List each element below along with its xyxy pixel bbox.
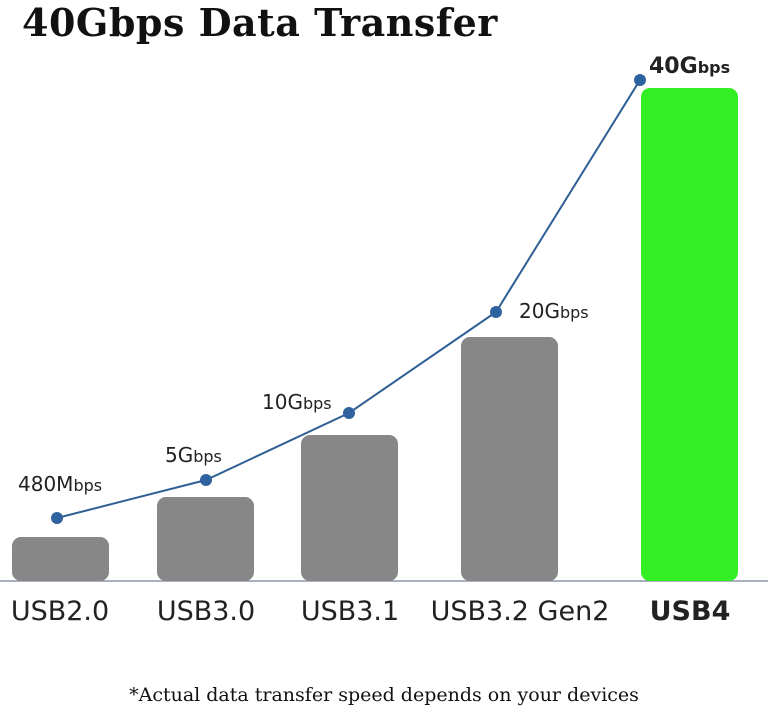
bar-usb4 bbox=[641, 88, 738, 581]
bar-usb3-1 bbox=[301, 435, 398, 581]
bar-usb2-0 bbox=[12, 537, 109, 581]
data-point bbox=[343, 407, 355, 419]
data-label: 5Gbps bbox=[165, 443, 222, 467]
bar-usb3-2-gen2 bbox=[461, 337, 558, 581]
data-point bbox=[200, 474, 212, 486]
data-point bbox=[51, 512, 63, 524]
x-tick-label: USB4 bbox=[650, 596, 731, 627]
x-tick-label: USB3.2 Gen2 bbox=[431, 596, 610, 627]
bar-usb3-0 bbox=[157, 497, 254, 581]
data-point bbox=[490, 306, 502, 318]
x-tick-label: USB3.0 bbox=[157, 596, 255, 627]
x-tick-label: USB2.0 bbox=[11, 596, 109, 627]
data-label: 40Gbps bbox=[649, 54, 730, 79]
data-label: 20Gbps bbox=[519, 299, 589, 323]
data-label: 480Mbps bbox=[18, 472, 102, 496]
footnote: *Actual data transfer speed depends on y… bbox=[129, 684, 639, 706]
data-point bbox=[634, 74, 646, 86]
bar-chart: USB2.0 USB3.0 USB3.1 USB3.2 Gen2 USB4 480Mbps… bbox=[0, 54, 768, 627]
data-label: 10Gbps bbox=[262, 390, 332, 414]
x-tick-label: USB3.1 bbox=[301, 596, 399, 627]
chart-title: 40Gbps Data Transfer bbox=[22, 0, 498, 45]
